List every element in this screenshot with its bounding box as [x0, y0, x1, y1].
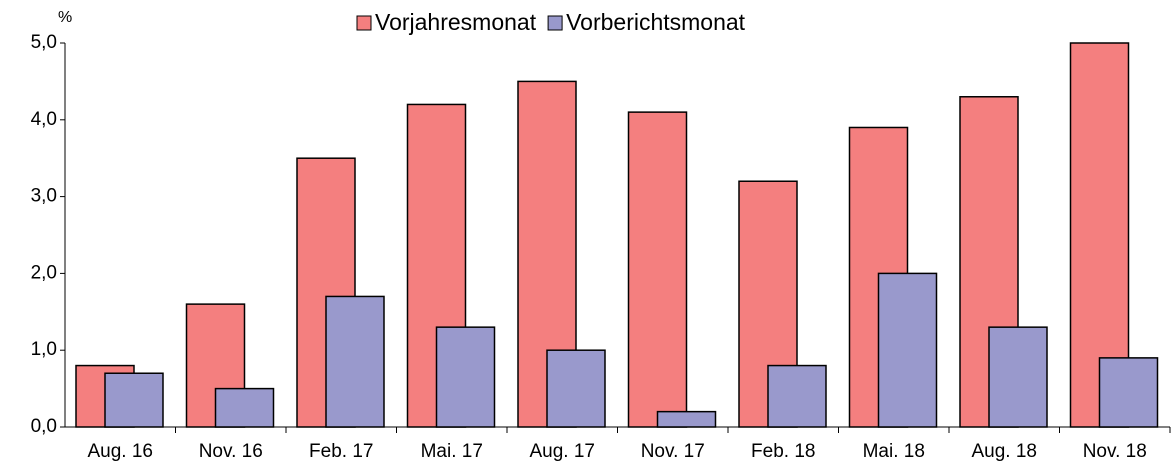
- y-tick-label: 1,0: [31, 339, 57, 360]
- x-tick-label: Mai. 17: [421, 441, 483, 462]
- x-tick-label: Nov. 18: [1083, 441, 1147, 462]
- y-axis-unit: %: [58, 9, 72, 26]
- bar: [325, 295, 385, 428]
- bar: [877, 272, 938, 428]
- x-tick-label: Aug. 17: [530, 441, 596, 462]
- bar: [435, 326, 496, 428]
- x-tick-label: Feb. 18: [751, 441, 815, 462]
- x-tick-label: Aug. 16: [88, 441, 154, 462]
- y-tick-label: 4,0: [31, 109, 57, 130]
- bar: [988, 326, 1048, 428]
- y-tick-label: 3,0: [31, 186, 57, 207]
- legend-label: Vorberichtsmonat: [566, 9, 746, 35]
- bar: [214, 387, 275, 428]
- bar: [627, 111, 688, 428]
- y-tick-label: 2,0: [31, 262, 57, 283]
- bar: [104, 372, 164, 428]
- x-tick-label: Nov. 16: [199, 441, 263, 462]
- legend-swatch: [356, 15, 372, 31]
- bar: [546, 349, 606, 428]
- x-tick-label: Feb. 17: [309, 441, 373, 462]
- bar: [767, 364, 827, 428]
- legend-label: Vorjahresmonat: [375, 9, 537, 35]
- bar: [1098, 357, 1159, 428]
- x-tick-label: Nov. 17: [641, 441, 705, 462]
- x-tick-label: Mai. 18: [863, 441, 925, 462]
- legend-swatch: [547, 15, 563, 31]
- y-tick-label: 0,0: [31, 416, 57, 437]
- y-tick-label: 5,0: [31, 32, 57, 53]
- bar: [656, 410, 717, 428]
- x-tick-label: Aug. 18: [972, 441, 1038, 462]
